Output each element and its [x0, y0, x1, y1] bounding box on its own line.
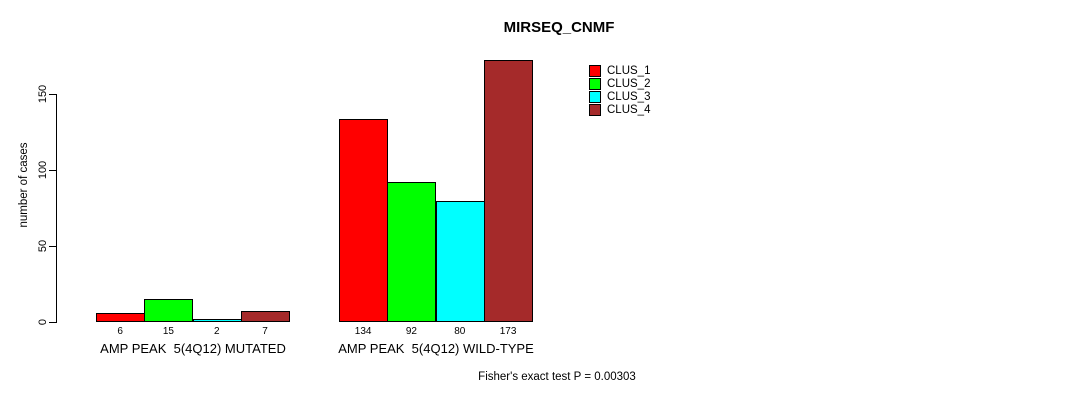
- bar-clus_1-wildtype: [339, 118, 388, 322]
- y-axis-tick-label: 150: [37, 85, 49, 104]
- bar-count-label-clus_1-mutated: 6: [117, 326, 123, 337]
- bar-clus_3-wildtype: [436, 200, 485, 322]
- bar-count-label-clus_2-wildtype: 92: [405, 326, 417, 337]
- legend-label-clus_1: CLUS_1: [607, 64, 651, 77]
- bar-clus_3-mutated: [193, 318, 242, 322]
- y-axis-tick-label: 50: [37, 240, 49, 253]
- legend-row: CLUS_4: [589, 103, 650, 116]
- chart-title: MIRSEQ_CNMF: [503, 19, 615, 36]
- y-axis-line: [56, 94, 57, 323]
- legend-label-clus_4: CLUS_4: [607, 103, 651, 116]
- legend-label-clus_2: CLUS_2: [607, 77, 651, 90]
- bar-clus_4-wildtype: [484, 59, 533, 322]
- x-group-label-wildtype: AMP PEAK 5(4Q12) WILD-TYPE: [338, 341, 534, 356]
- legend-swatch-clus_4: [589, 103, 601, 116]
- legend-swatch-clus_1: [589, 64, 601, 77]
- bar-clus_1-mutated: [96, 312, 145, 322]
- legend-label-clus_3: CLUS_3: [607, 90, 651, 103]
- bar-clus_2-mutated: [144, 299, 193, 322]
- bar-count-label-clus_2-mutated: 15: [162, 326, 174, 337]
- bar-count-label-clus_3-mutated: 2: [213, 326, 220, 337]
- legend-row: CLUS_1: [589, 64, 650, 77]
- bar-clus_4-mutated: [241, 311, 290, 322]
- y-axis-tick: [49, 93, 56, 95]
- legend-swatch-clus_2: [589, 77, 601, 90]
- x-group-label-mutated: AMP PEAK 5(4Q12) MUTATED: [100, 341, 286, 356]
- y-axis-tick-label: 100: [37, 161, 49, 180]
- y-axis-tick-label: 0: [37, 318, 49, 326]
- legend-row: CLUS_2: [589, 77, 650, 90]
- legend-row: CLUS_3: [589, 90, 650, 103]
- bar-count-label-clus_3-wildtype: 80: [454, 326, 466, 337]
- y-axis-tick: [49, 169, 56, 171]
- y-axis-tick: [49, 321, 56, 323]
- y-axis-label: number of cases: [18, 142, 30, 228]
- legend-swatch-clus_3: [589, 90, 601, 103]
- bar-count-label-clus_4-wildtype: 173: [499, 326, 517, 337]
- bar-clus_2-wildtype: [387, 182, 436, 322]
- bar-count-label-clus_4-mutated: 7: [262, 326, 268, 337]
- y-axis-tick: [49, 245, 56, 247]
- legend: CLUS_1 CLUS_2 CLUS_3 CLUS_4: [589, 64, 650, 116]
- bar-count-label-clus_1-wildtype: 134: [354, 326, 372, 337]
- fisher-test-annotation: Fisher's exact test P = 0.00303: [478, 371, 636, 383]
